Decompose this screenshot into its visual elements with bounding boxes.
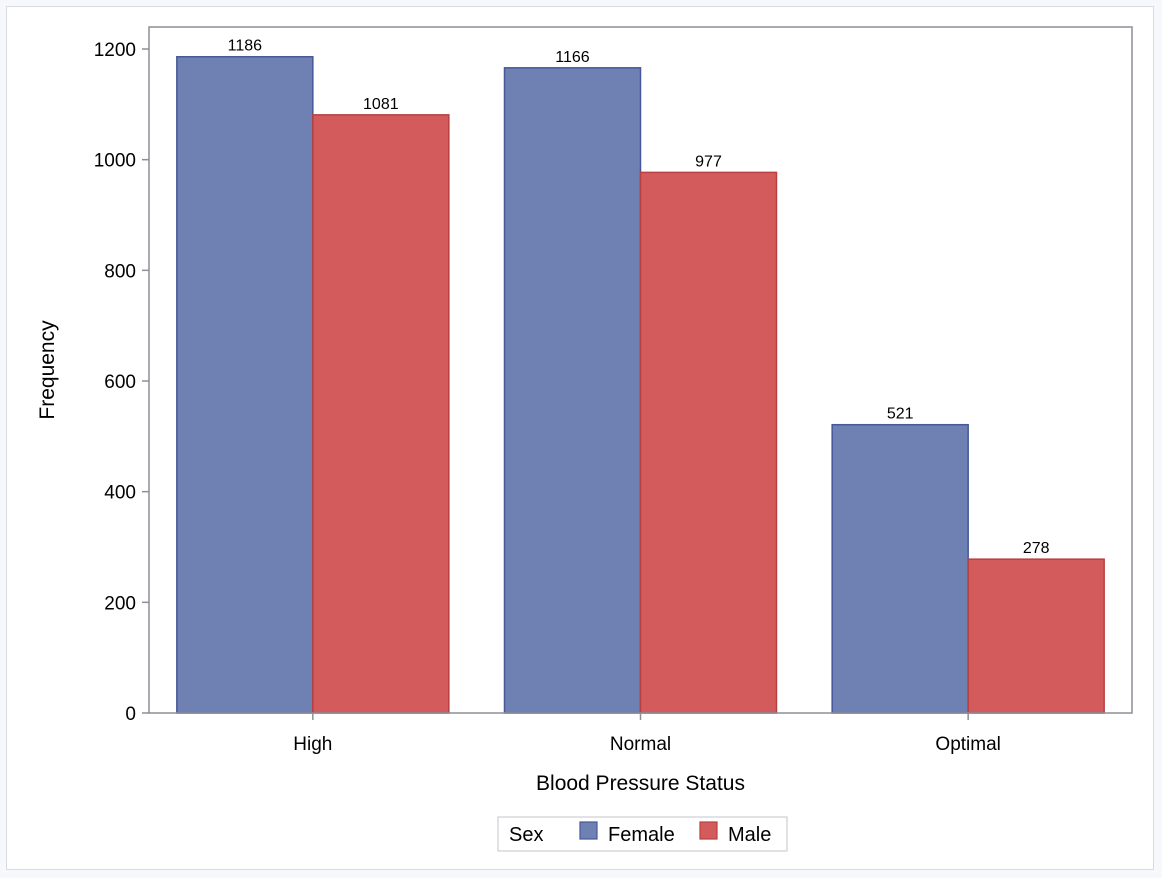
bars-layer: 1186 1081 1166 977 521 278 (176, 38, 1105, 714)
y-tick-label: 400 (104, 483, 136, 504)
bar-male (967, 558, 1105, 714)
y-tick-label: 1200 (94, 40, 136, 61)
y-tick-label: 600 (104, 372, 136, 393)
x-tick-label: Optimal (935, 734, 1000, 755)
chart-frame: 1186 1081 1166 977 521 278 0 200 400 600 800 1000 1… (6, 6, 1154, 870)
legend-box (497, 816, 788, 852)
x-tick-label: Normal (610, 734, 671, 755)
data-label: 1081 (363, 96, 399, 113)
y-tick-label: 0 (125, 704, 136, 725)
legend: Sex Female Male (497, 816, 788, 852)
legend-swatch-male (699, 821, 718, 840)
legend-label-female: Female (608, 824, 675, 846)
y-tick-label: 1000 (94, 151, 136, 172)
bar-chart: 1186 1081 1166 977 521 278 0 200 400 600 800 1000 1… (36, 26, 1133, 852)
bar-female (503, 67, 642, 714)
bar-female (176, 55, 314, 714)
data-label: 1186 (228, 38, 263, 55)
x-tick-label: High (293, 734, 332, 755)
bar-male (639, 171, 778, 714)
y-axis-title: Frequency (36, 320, 59, 420)
y-tick-label: 200 (104, 593, 136, 614)
legend-label-male: Male (728, 824, 771, 846)
data-label: 521 (887, 406, 914, 423)
axes-layer: 0 200 400 600 800 1000 1200 High Normal Optimal (94, 40, 1001, 755)
x-axis-title: Blood Pressure Status (536, 772, 745, 795)
data-label: 1166 (555, 49, 590, 66)
legend-swatch-female (579, 821, 598, 840)
y-tick-label: 800 (104, 261, 136, 282)
legend-items: Female Male (579, 821, 771, 846)
bar-female (831, 423, 969, 714)
bar-male (312, 114, 450, 714)
data-label: 278 (1023, 540, 1050, 557)
legend-title: Sex (509, 824, 543, 846)
data-label: 977 (695, 153, 722, 170)
